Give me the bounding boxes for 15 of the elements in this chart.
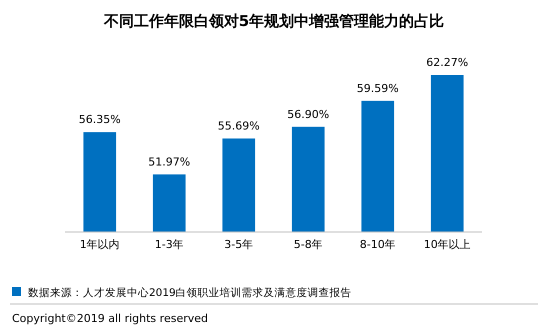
x-tick-label: 3-5年 bbox=[224, 238, 254, 251]
data-label: 62.27% bbox=[426, 56, 468, 69]
x-tick-label: 1-3年 bbox=[154, 238, 184, 251]
x-tick-label: 1年以内 bbox=[80, 238, 120, 251]
data-label: 56.90% bbox=[287, 108, 330, 121]
data-label: 59.59% bbox=[356, 82, 399, 95]
text: Copyright©2019 all rights reserved bbox=[12, 312, 208, 325]
chart-title: 不同工作年限白领对5年规划中增强管理能力的占比 bbox=[102, 12, 444, 30]
data-label: 55.69% bbox=[218, 119, 260, 132]
x-tick-label: 8-10年 bbox=[360, 238, 396, 251]
x-tick-label: 10年以上 bbox=[424, 238, 471, 251]
source-note: 数据来源：人才发展中心2019白领职业培训需求及满意度调查报告 bbox=[28, 286, 352, 299]
data-label: 51.97% bbox=[148, 155, 190, 168]
x-tick-label: 5-8年 bbox=[294, 238, 323, 251]
data-label: 56.35% bbox=[78, 113, 121, 126]
